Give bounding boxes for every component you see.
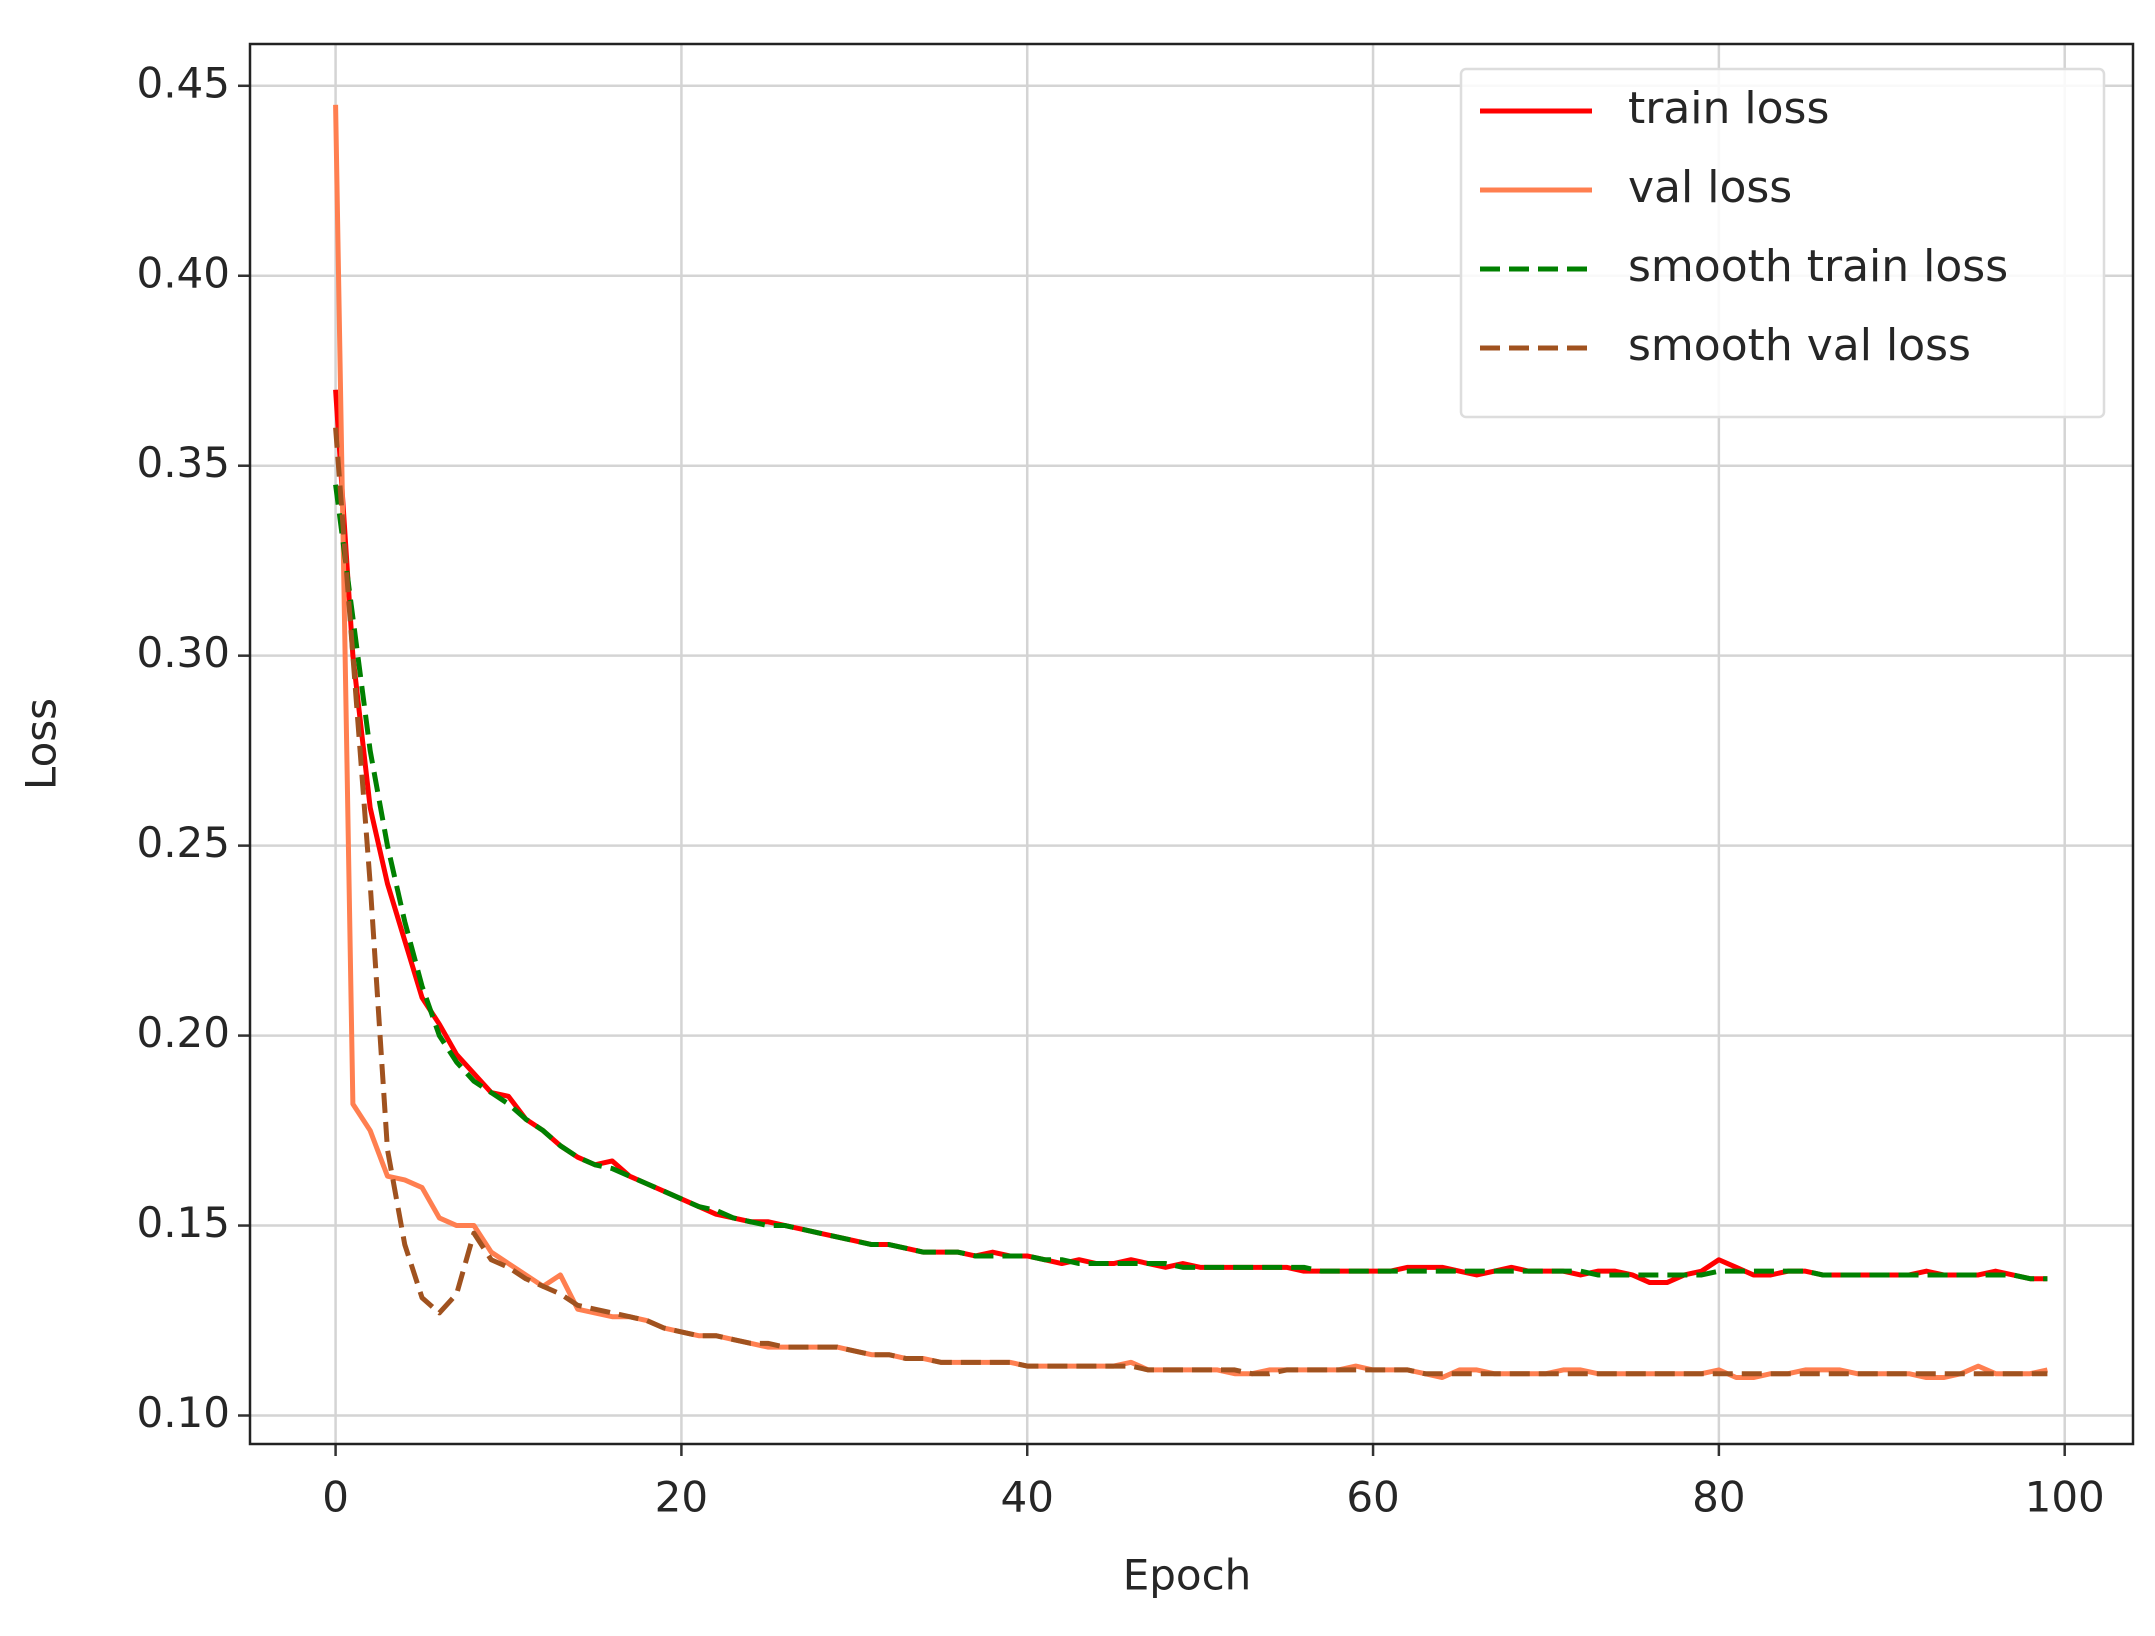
y-tick-label: 0.30 [136, 628, 230, 677]
legend-label: train loss [1628, 83, 1829, 134]
y-tick-label: 0.45 [136, 58, 230, 107]
x-tick-label: 60 [1346, 1473, 1399, 1522]
x-tick-label: 100 [2025, 1473, 2105, 1522]
line [333, 484, 2048, 1282]
line [333, 427, 2048, 1377]
x-tick-label: 80 [1692, 1473, 1745, 1522]
x-axis-label: Epoch [1123, 1551, 1252, 1600]
y-tick-label: 0.15 [136, 1198, 230, 1247]
x-tick-label: 40 [1001, 1473, 1054, 1522]
x-tick-label: 0 [322, 1473, 349, 1522]
y-tick-label: 0.40 [136, 248, 230, 297]
legend-label: smooth train loss [1628, 241, 2008, 292]
y-axis-label: Loss [17, 698, 66, 790]
legend-box [1459, 67, 2106, 419]
y-tick-label: 0.10 [136, 1388, 230, 1437]
y-tick-label: 0.35 [136, 438, 230, 487]
legend-label: val loss [1628, 162, 1792, 213]
x-tick-label: 20 [655, 1473, 708, 1522]
y-tick-label: 0.20 [136, 1008, 230, 1057]
y-tick-label: 0.25 [136, 818, 230, 867]
plot-frame [248, 42, 2135, 1446]
line [333, 389, 2048, 1286]
legend: train loss val loss smooth train loss smoot… [1459, 67, 2106, 419]
legend-label: smooth val loss [1628, 320, 1971, 371]
